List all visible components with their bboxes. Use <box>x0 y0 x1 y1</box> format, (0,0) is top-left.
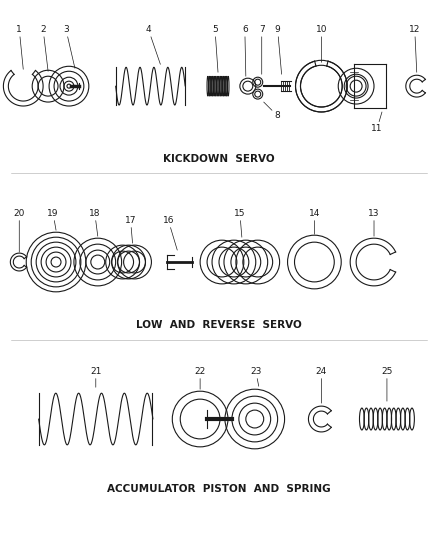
Text: 17: 17 <box>125 216 136 243</box>
Text: ACCUMULATOR  PISTON  AND  SPRING: ACCUMULATOR PISTON AND SPRING <box>107 483 331 494</box>
Text: 7: 7 <box>259 25 265 74</box>
Text: 2: 2 <box>40 25 48 71</box>
Text: 22: 22 <box>194 367 206 389</box>
Text: 20: 20 <box>14 209 25 252</box>
Text: 5: 5 <box>212 25 218 72</box>
Text: 6: 6 <box>242 25 248 76</box>
Text: 16: 16 <box>162 216 177 250</box>
Text: 18: 18 <box>89 209 101 236</box>
Text: 15: 15 <box>234 209 246 237</box>
Text: 24: 24 <box>316 367 327 403</box>
Text: 25: 25 <box>381 367 392 401</box>
Text: 3: 3 <box>63 25 75 68</box>
Text: 21: 21 <box>90 367 102 387</box>
Text: 8: 8 <box>264 102 280 120</box>
Text: 14: 14 <box>309 209 320 234</box>
Text: 1: 1 <box>16 25 23 69</box>
Text: 4: 4 <box>146 25 160 64</box>
Text: 11: 11 <box>371 112 383 133</box>
Text: 13: 13 <box>368 209 380 236</box>
Text: 12: 12 <box>409 25 420 72</box>
Text: 19: 19 <box>47 209 59 230</box>
Text: KICKDOWN  SERVO: KICKDOWN SERVO <box>163 154 275 164</box>
Text: 23: 23 <box>250 367 261 386</box>
Text: 10: 10 <box>316 25 327 62</box>
Text: 9: 9 <box>275 25 282 74</box>
Text: LOW  AND  REVERSE  SERVO: LOW AND REVERSE SERVO <box>136 320 302 329</box>
